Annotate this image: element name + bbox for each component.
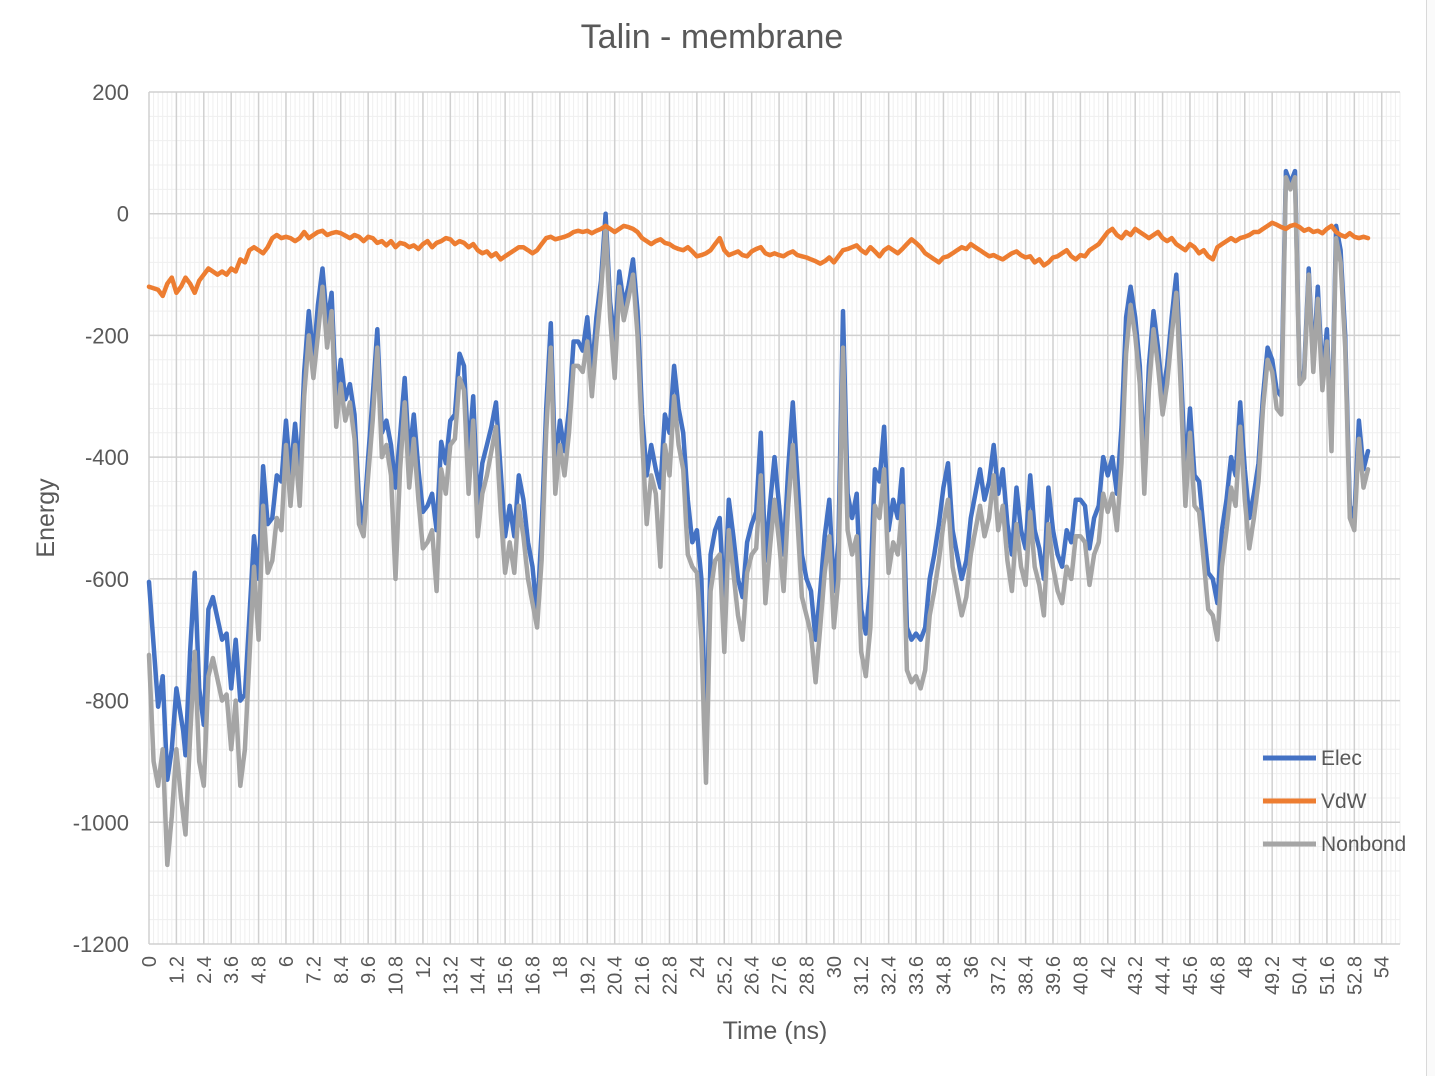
x-tick-label: 20.4 [605, 956, 627, 995]
x-tick-label: 37.2 [988, 956, 1010, 995]
x-tick-label: 39.6 [1043, 956, 1065, 995]
chart-title: Talin - membrane [581, 18, 844, 56]
x-tick-label: 44.4 [1153, 956, 1175, 995]
series-group [146, 168, 1371, 868]
x-tick-label: 36 [961, 956, 983, 978]
x-tick-label: 51.6 [1317, 956, 1339, 995]
x-axis-label: Time (ns) [723, 1017, 828, 1045]
x-tick-label: 9.6 [358, 956, 380, 984]
x-tick-label: 40.8 [1070, 956, 1092, 995]
y-tick-label: -1000 [73, 810, 129, 835]
x-tick-label: 24 [687, 956, 709, 978]
grid [148, 91, 1401, 945]
y-tick-label: -200 [85, 323, 129, 348]
y-tick-label: -1200 [73, 932, 129, 957]
y-tick-label: -600 [85, 567, 129, 592]
x-tick-label: 16.8 [523, 956, 545, 995]
x-tick-label: 10.8 [386, 956, 408, 995]
x-tick-label: 25.2 [714, 956, 736, 995]
y-tick-label: 0 [117, 202, 129, 227]
x-tick-label: 52.8 [1344, 956, 1366, 995]
x-tick-label: 3.6 [221, 956, 243, 984]
x-tick-label: 26.4 [742, 956, 764, 995]
x-tick-label: 4.8 [249, 956, 271, 984]
y-tick-label: 200 [92, 80, 129, 105]
x-tick-label: 50.4 [1290, 956, 1312, 995]
y-tick-label: -400 [85, 445, 129, 470]
x-tick-label: 49.2 [1262, 956, 1284, 995]
x-tick-label: 42 [1098, 956, 1120, 978]
x-tick-label: 8.4 [331, 956, 353, 984]
x-tick-label: 34.8 [933, 956, 955, 995]
legend-label-nonbond: Nonbond [1321, 833, 1406, 856]
series-line-vdw [146, 220, 1371, 299]
series-line-nonbond [146, 174, 1371, 868]
x-tick-label: 1.2 [166, 956, 188, 984]
x-tick-label: 32.4 [879, 956, 901, 995]
x-tick-label: 46.8 [1207, 956, 1229, 995]
x-tick-label: 54 [1372, 956, 1394, 978]
x-tick-label: 22.8 [659, 956, 681, 995]
y-tick-label: -800 [85, 689, 129, 714]
x-tick-label: 38.4 [1016, 956, 1038, 995]
x-tick-label: 19.2 [577, 956, 599, 995]
axes: 200 0 -200 -400 -600 -800 -1000 -1200 0 1.2 2.4 3.6… [73, 80, 1394, 995]
sheet-edge [1426, 0, 1435, 1076]
x-tick-label: 45.6 [1180, 956, 1202, 995]
x-tick-label: 6 [276, 956, 298, 967]
x-tick-label: 48 [1235, 956, 1257, 978]
x-tick-label: 27.6 [769, 956, 791, 995]
x-tick-label: 33.6 [906, 956, 928, 995]
x-tick-label: 43.2 [1125, 956, 1147, 995]
y-axis-label: Energy [32, 478, 60, 558]
x-tick-label: 15.6 [495, 956, 517, 995]
x-tick-label: 12 [413, 956, 435, 978]
x-tick-label: 0 [139, 956, 161, 967]
legend: Elec VdW Nonbond [1263, 747, 1406, 856]
x-tick-label: 7.2 [303, 956, 325, 984]
x-tick-label: 2.4 [194, 956, 216, 984]
x-tick-label: 18 [550, 956, 572, 978]
legend-label-elec: Elec [1321, 747, 1362, 770]
x-tick-label: 31.2 [851, 956, 873, 995]
x-tick-label: 30 [824, 956, 846, 978]
x-tick-label: 28.8 [796, 956, 818, 995]
x-tick-label: 13.2 [440, 956, 462, 995]
legend-label-vdw: VdW [1321, 790, 1367, 813]
x-tick-label: 21.6 [632, 956, 654, 995]
x-tick-label: 14.4 [468, 956, 490, 995]
